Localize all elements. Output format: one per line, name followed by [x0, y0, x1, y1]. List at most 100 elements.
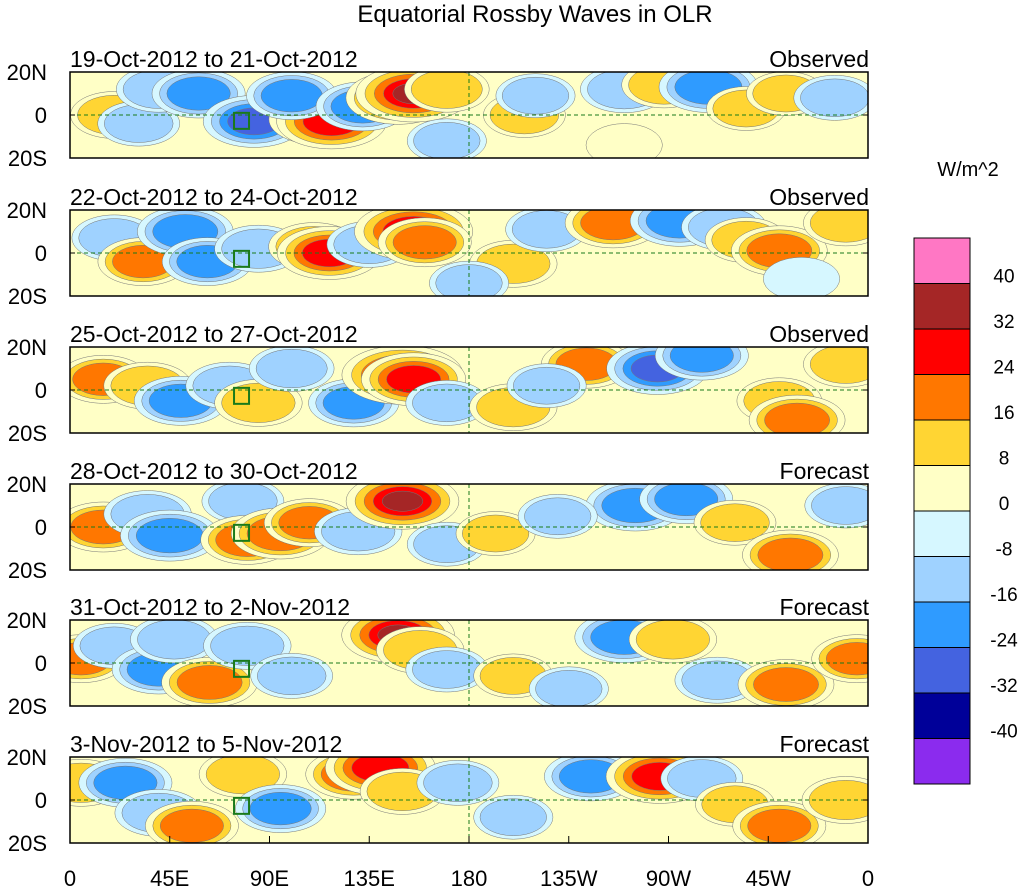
anomaly-contour — [210, 625, 285, 666]
panel-4: 20N 0 20S 28-Oct-2012 to 30-Oct-2012 Forecas… — [7, 458, 870, 583]
colorbar-label: 24 — [993, 358, 1015, 379]
colorbar-box — [913, 374, 971, 421]
colorbar-box — [913, 556, 971, 603]
anomaly-contour — [809, 210, 868, 243]
y-tick-label: 20S — [8, 284, 47, 309]
colorbar-label: -24 — [990, 631, 1018, 652]
anomaly-contour — [513, 366, 581, 405]
anomaly-field — [71, 210, 868, 296]
anomaly-contour — [535, 670, 603, 706]
index-box — [233, 659, 251, 678]
anomaly-contour — [764, 402, 830, 433]
anomaly-contour — [135, 518, 204, 554]
panels: 20N 0 20S 19-Oct-2012 to 21-Oct-2012 Observe… — [7, 46, 870, 856]
y-tick-label: 0 — [35, 788, 47, 813]
anomaly-contour — [479, 798, 547, 836]
anomaly-contour — [763, 257, 840, 296]
colorbar-label: 32 — [993, 312, 1014, 333]
anomaly-contour — [255, 348, 328, 389]
anomaly-contour — [700, 503, 770, 542]
anomaly-field — [70, 620, 868, 706]
y-tick-label: 0 — [35, 651, 47, 676]
colorbar: W/m^2 40 32 24 16 8 0 -8 -16 -24 -32 -40 — [913, 159, 1018, 785]
y-tick-label: 20S — [8, 146, 47, 171]
y-tick-label: 20N — [7, 60, 47, 85]
panel-status: Forecast — [780, 594, 870, 620]
anomaly-contour — [757, 537, 824, 570]
x-tick-label: 135W — [540, 866, 598, 890]
anomaly-contour — [809, 347, 868, 384]
panel-2: 20N 0 20S 22-Oct-2012 to 24-Oct-2012 Observe… — [7, 184, 869, 309]
colorbar-box — [913, 510, 971, 557]
anomaly-contour — [747, 808, 812, 843]
anomaly-contour — [205, 757, 280, 795]
anomaly-contour — [669, 347, 734, 373]
panel-date-range: 19-Oct-2012 to 21-Oct-2012 — [70, 46, 358, 72]
panel-6: 20N 0 20S 3-Nov-2012 to 5-Nov-2012 Forecast — [7, 731, 870, 856]
panel-date-range: 22-Oct-2012 to 24-Oct-2012 — [70, 184, 358, 210]
panel-status: Forecast — [780, 731, 870, 757]
x-tick-label: 0 — [862, 866, 874, 890]
anomaly-contour — [825, 642, 868, 676]
panel-status: Observed — [769, 184, 869, 210]
anomaly-field — [70, 72, 868, 158]
x-tick-label: 0 — [64, 866, 76, 890]
anomaly-contour — [166, 76, 231, 111]
colorbar-label: 40 — [993, 267, 1014, 288]
anomaly-field — [70, 757, 868, 843]
anomaly-field — [70, 347, 868, 433]
anomaly-contour — [410, 72, 483, 109]
anomaly-contour — [413, 122, 481, 158]
panel-3: 20N 0 20S 25-Oct-2012 to 27-Oct-2012 Observe… — [7, 321, 869, 446]
x-tick-label: 90W — [646, 866, 691, 890]
anomaly-contour — [176, 665, 243, 700]
anomaly-contour — [654, 484, 719, 517]
y-tick-label: 0 — [35, 378, 47, 403]
panel-date-range: 31-Oct-2012 to 2-Nov-2012 — [70, 594, 350, 620]
panel-status: Forecast — [780, 458, 870, 484]
y-tick-label: 20S — [8, 694, 47, 719]
anomaly-contour — [137, 620, 212, 660]
panel-5: 20N 0 20S 31-Oct-2012 to 2-Nov-2012 Forecast — [7, 594, 870, 719]
y-tick-label: 20N — [7, 198, 47, 223]
x-tick-label: 180 — [451, 866, 488, 890]
y-tick-label: 20N — [7, 472, 47, 497]
anomaly-contour — [423, 763, 493, 802]
panel-1: 20N 0 20S 19-Oct-2012 to 21-Oct-2012 Observe… — [7, 46, 869, 171]
anomaly-contour — [585, 123, 663, 158]
colorbar-box — [913, 692, 971, 739]
colorbar-box — [913, 283, 971, 330]
index-box — [233, 386, 251, 405]
colorbar-box — [913, 328, 971, 375]
colorbar-box — [913, 465, 971, 512]
index-box — [233, 796, 251, 815]
y-tick-label: 20N — [7, 608, 47, 633]
y-tick-label: 20S — [8, 558, 47, 583]
colorbar-label: -8 — [996, 540, 1013, 561]
anomaly-contour — [462, 514, 530, 553]
index-box — [233, 111, 251, 130]
chart-title: Equatorial Rossby Waves in OLR — [357, 1, 712, 28]
colorbar-box — [913, 601, 971, 648]
x-tick-label: 45E — [150, 866, 189, 890]
colorbar-label: 0 — [999, 494, 1010, 515]
colorbar-box — [913, 237, 971, 284]
index-box — [233, 523, 251, 542]
x-tick-label: 45W — [746, 866, 791, 890]
index-box — [233, 249, 251, 268]
panel-date-range: 25-Oct-2012 to 27-Oct-2012 — [70, 321, 358, 347]
x-tick-label: 135E — [344, 866, 395, 890]
anomaly-contour — [381, 490, 424, 512]
colorbar-label: -32 — [990, 676, 1017, 697]
x-axis: 0 45E 90E 135E 180 135W 90W 45W 0 — [64, 836, 874, 890]
y-tick-label: 20N — [7, 335, 47, 360]
colorbar-box — [913, 738, 971, 785]
panel-status: Observed — [769, 46, 869, 72]
anomaly-contour — [221, 382, 296, 423]
y-tick-label: 20S — [8, 421, 47, 446]
anomaly-contour — [524, 497, 592, 536]
panel-date-range: 3-Nov-2012 to 5-Nov-2012 — [70, 731, 342, 757]
colorbar-label: -40 — [990, 722, 1017, 743]
anomaly-contour — [635, 620, 710, 660]
